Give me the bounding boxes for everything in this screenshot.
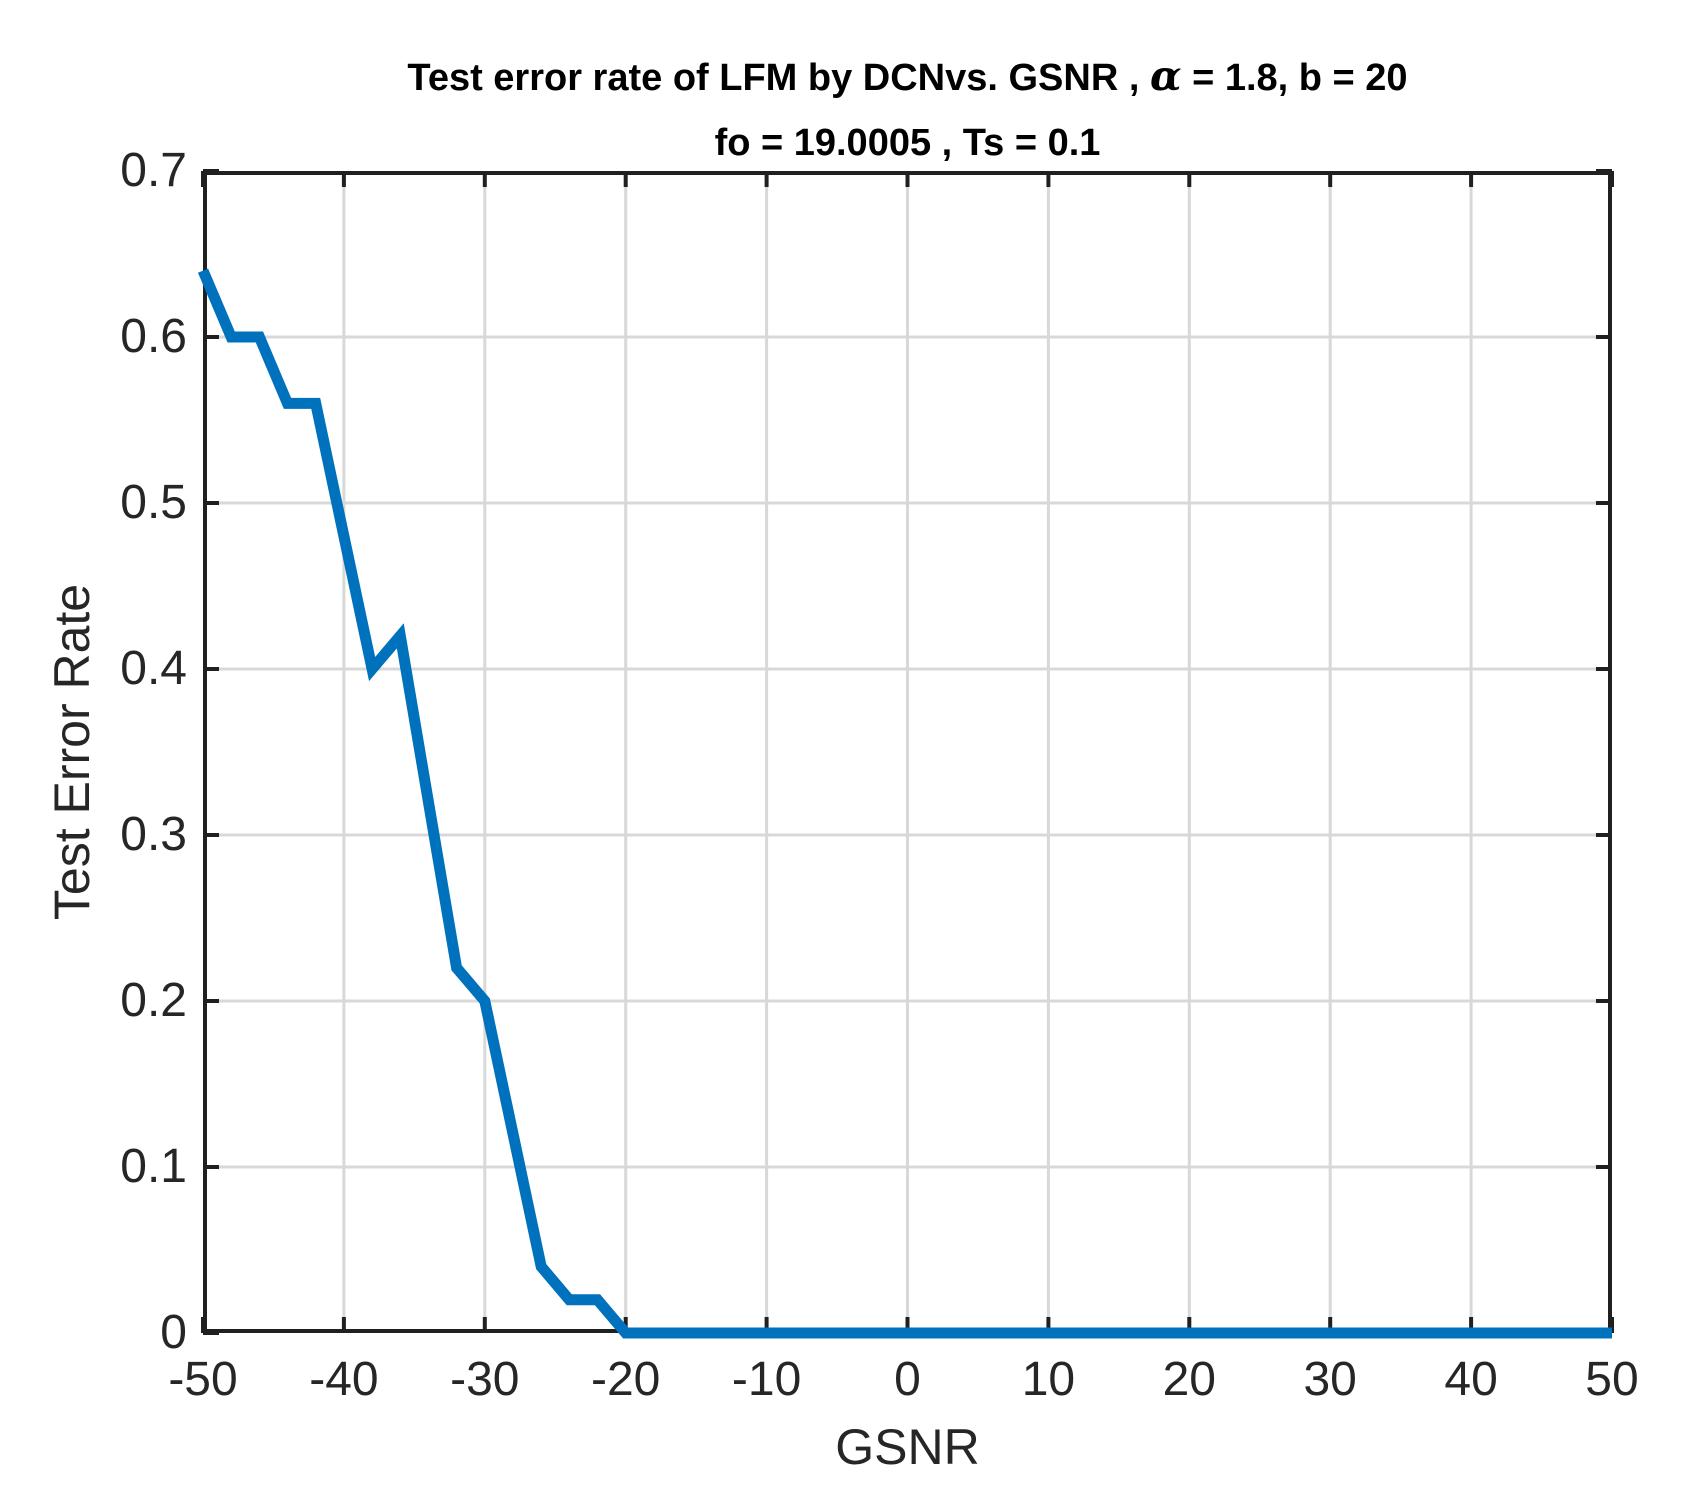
x-tick-label: -10 (731, 1353, 802, 1406)
x-tick-label: 0 (894, 1353, 921, 1406)
title-text-post: = 1.8, b = 20 (1181, 57, 1408, 99)
y-tick-label: 0.2 (120, 974, 187, 1027)
x-tick-label: -20 (591, 1353, 661, 1406)
y-axis-label: Test Error Rate (44, 583, 100, 921)
x-tick-label: 30 (1303, 1353, 1357, 1406)
y-tick-label: 0.7 (120, 144, 187, 197)
plot-area (197, 169, 1614, 1339)
y-tick-label: 0.1 (120, 1140, 187, 1193)
x-tick-label: 20 (1162, 1353, 1216, 1406)
x-tick-label: -50 (168, 1353, 238, 1406)
y-tick-label: 0.4 (120, 642, 187, 695)
x-tick-label: -30 (450, 1353, 520, 1406)
y-tick-label: 0.5 (120, 476, 187, 529)
data-line (197, 268, 1612, 1339)
alpha-symbol: α (1149, 52, 1182, 100)
x-tick-label: 40 (1444, 1353, 1498, 1406)
chart-title: Test error rate of LFM by DCNvs. GSNR , … (203, 44, 1612, 176)
y-tick-label: 0 (160, 1306, 187, 1359)
chart-title-line-2: fo = 19.0005 , Ts = 0.1 (714, 122, 1101, 164)
x-tick-label: -40 (309, 1353, 379, 1406)
chart-title-line-1: Test error rate of LFM by DCNvs. GSNR , … (203, 44, 1612, 111)
y-tick-label: 0.3 (120, 808, 187, 861)
y-tick-label: 0.6 (120, 310, 187, 363)
x-tick-label: 10 (1021, 1353, 1076, 1406)
title-text-pre: Test error rate of LFM by DCNvs. GSNR , (407, 57, 1150, 99)
x-tick-label: 50 (1585, 1353, 1639, 1406)
x-axis-label: GSNR (835, 1419, 980, 1475)
